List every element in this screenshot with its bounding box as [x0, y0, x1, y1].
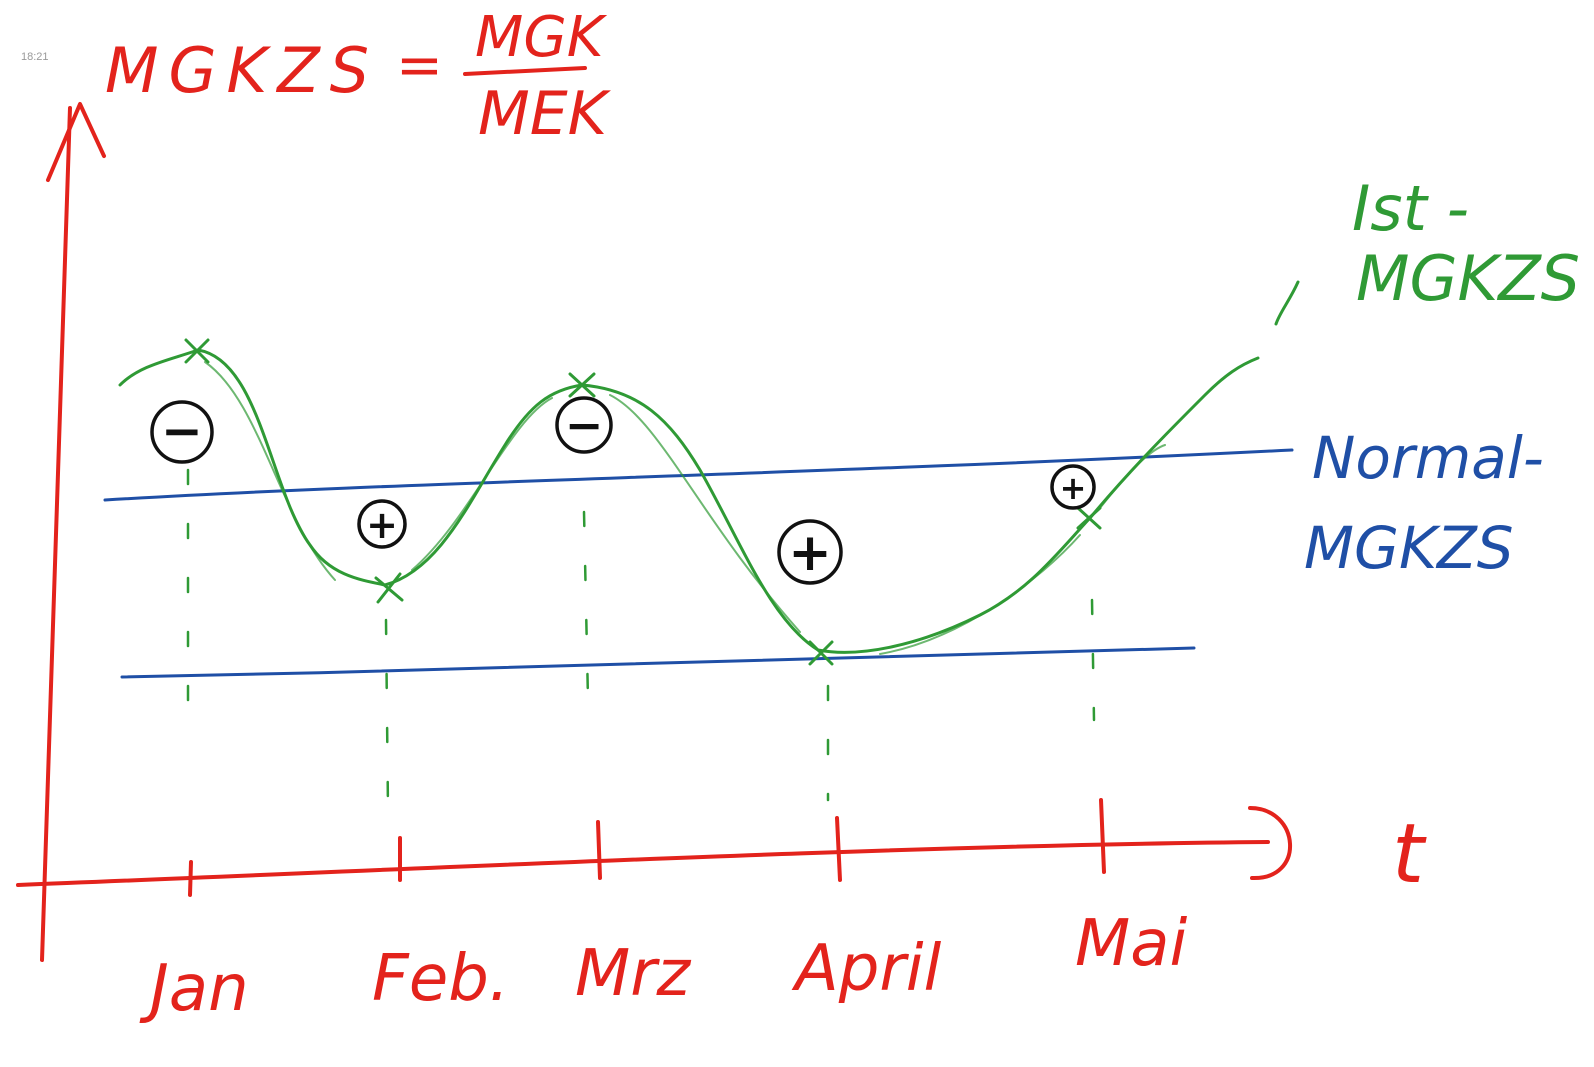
normal-label-line1: Normal-	[1312, 424, 1544, 492]
y-axis	[40, 106, 72, 962]
month-label-feb: Feb.	[372, 942, 509, 1016]
actual-label-line1: Ist -	[1352, 172, 1469, 245]
timestamp: 18:21	[21, 51, 49, 63]
x-tick-mrz	[596, 820, 602, 880]
deviation-sign-mrz: −	[565, 398, 604, 452]
drop-line-feb	[384, 618, 390, 812]
deviation-sign-feb: +	[366, 503, 398, 547]
actual-label-pointer	[1274, 280, 1300, 326]
normal-label-line2: MGKZS	[1304, 514, 1514, 582]
actual-point-mai	[1076, 506, 1102, 530]
drop-lines	[186, 468, 1096, 812]
actual-point-april	[808, 640, 834, 666]
month-label-april: April	[791, 932, 942, 1006]
actual-point-jan	[184, 338, 210, 364]
drop-line-mrz	[582, 510, 590, 702]
actual-curve-retrace	[204, 361, 1166, 655]
formula-equals: =	[396, 33, 443, 98]
deviation-signs: − + − + +	[161, 398, 1086, 583]
deviation-sign-jan: −	[161, 402, 203, 460]
normal-band-lower	[120, 646, 1196, 679]
normal-band-upper	[103, 448, 1294, 502]
formula-lhs: MGKZS	[105, 34, 379, 107]
normal-band	[103, 448, 1294, 679]
deviation-sign-mai: +	[1060, 469, 1087, 507]
deviation-circle-feb	[357, 499, 407, 549]
deviation-circle-mai	[1050, 464, 1096, 510]
month-label-jan: Jan	[139, 952, 249, 1026]
deviation-sign-april: +	[788, 523, 832, 583]
x-axis	[16, 840, 1270, 887]
x-axis-label: t	[1392, 807, 1427, 902]
month-label-mai: Mai	[1075, 907, 1187, 981]
x-tick-jan	[188, 860, 193, 897]
formula: MGKZS = MGK MEK	[105, 5, 612, 149]
actual-point-mrz	[568, 372, 596, 398]
formula-fraction-bar	[463, 66, 587, 76]
actual-label-line2: MGKZS	[1356, 242, 1580, 315]
axes	[16, 102, 1292, 962]
deviation-circle-jan	[150, 400, 214, 464]
actual-curve	[118, 280, 1300, 666]
formula-denominator: MEK	[478, 79, 612, 149]
deviation-circle-april	[777, 519, 843, 585]
deviation-circle-mrz	[555, 396, 613, 454]
month-labels: Jan Feb. Mrz April Mai	[139, 907, 1187, 1026]
month-label-mrz: Mrz	[575, 937, 692, 1011]
formula-numerator: MGK	[475, 5, 608, 70]
x-tick-april	[835, 816, 842, 882]
x-axis-arrowhead	[1248, 806, 1292, 881]
x-tick-mai	[1099, 798, 1106, 874]
y-axis-arrowhead	[46, 102, 106, 182]
drop-line-mai	[1090, 598, 1096, 722]
deviation-marks	[150, 396, 1096, 585]
actual-point-feb	[374, 572, 404, 604]
